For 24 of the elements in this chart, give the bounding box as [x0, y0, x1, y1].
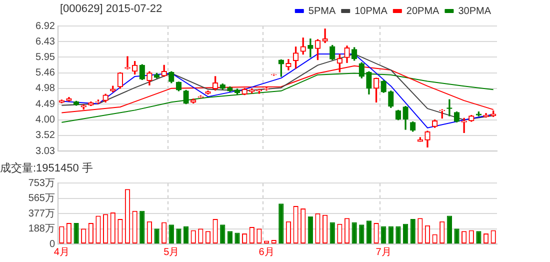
y-tick-label: 4.49 — [36, 98, 56, 110]
chart-title: 成交量:1951450 手 — [0, 162, 93, 175]
chart-title: [000629] 2015-07-22 — [60, 3, 162, 15]
y-tick-label: 565万 — [28, 193, 55, 204]
y-tick-label: 6.43 — [36, 36, 56, 48]
legend-label: 5PMA — [308, 6, 336, 17]
y-tick-label: 0 — [49, 238, 56, 250]
y-tick-label: 3.03 — [36, 146, 56, 157]
legend-label: 20PMA — [406, 6, 440, 17]
legend-label: 10PMA — [354, 6, 388, 17]
x-tick-label: 6月 — [258, 246, 274, 258]
legend-label: 30PMA — [458, 6, 492, 17]
y-tick-label: 5.46 — [36, 68, 56, 79]
y-tick-label: 377万 — [28, 208, 55, 220]
y-tick-label: 753万 — [28, 178, 55, 189]
y-tick-label: 4.00 — [36, 114, 56, 126]
y-tick-label: 3.52 — [36, 130, 56, 142]
x-tick-label: 7月 — [376, 246, 392, 258]
y-tick-label: 6.92 — [36, 20, 56, 32]
x-tick-label: 5月 — [164, 246, 180, 258]
x-tick-label: 4月 — [54, 246, 70, 258]
y-tick-label: 4.98 — [36, 83, 56, 94]
y-tick-label: 5.95 — [36, 52, 56, 63]
y-tick-label: 188万 — [28, 224, 55, 235]
